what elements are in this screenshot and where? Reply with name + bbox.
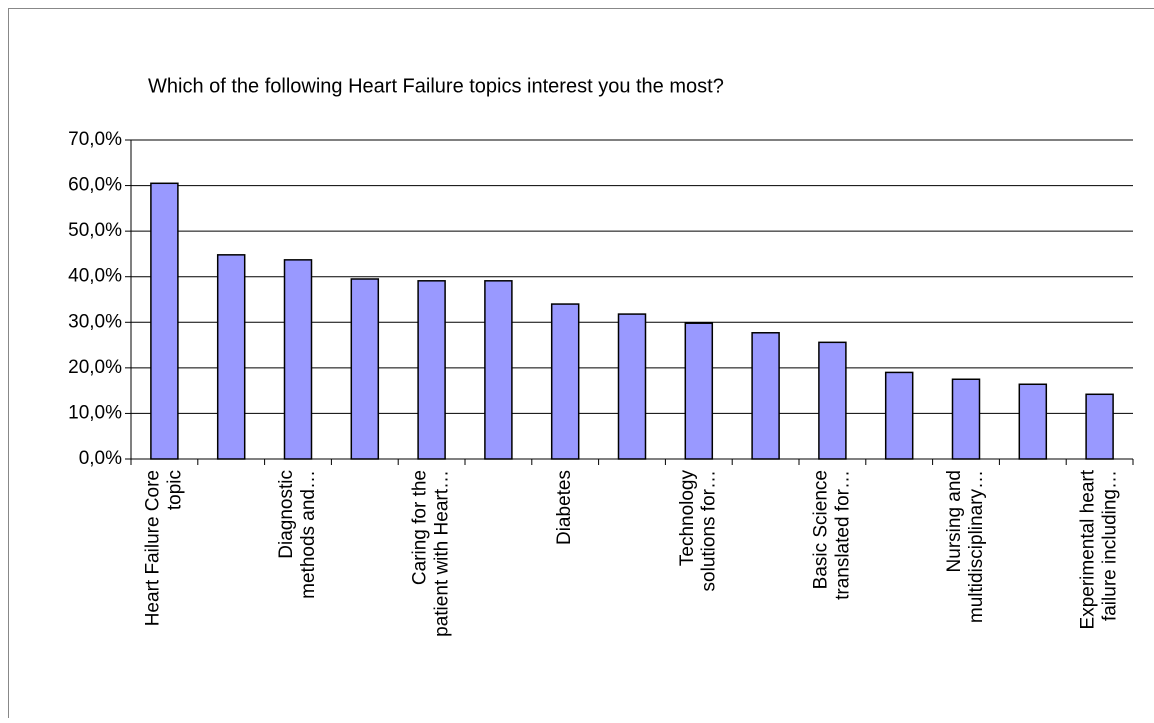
- bar: [218, 255, 245, 459]
- y-tick-label: 40,0%: [68, 266, 122, 287]
- y-tick-label: 60,0%: [68, 175, 122, 196]
- bar: [886, 372, 913, 459]
- bar: [485, 281, 512, 459]
- bar: [685, 323, 712, 459]
- x-tick-label: Diabetes: [554, 470, 575, 545]
- x-tick-label: Basic Sciencetranslated for…: [810, 470, 853, 600]
- bar: [1019, 384, 1046, 459]
- bar: [418, 281, 445, 459]
- y-tick-label: 30,0%: [68, 311, 122, 332]
- y-tick-label: 0,0%: [79, 448, 122, 469]
- y-tick-label: 70,0%: [68, 129, 122, 150]
- y-tick-label: 50,0%: [68, 220, 122, 241]
- bar: [285, 260, 312, 459]
- bar: [752, 333, 779, 459]
- bar: [151, 183, 178, 459]
- bar: [953, 379, 980, 459]
- bar: [552, 304, 579, 459]
- bar: [351, 279, 378, 459]
- bar: [619, 314, 646, 459]
- x-tick-label: Experimental heartfailure including…: [1078, 469, 1121, 629]
- chart-title: Which of the following Heart Failure top…: [148, 75, 724, 97]
- y-tick-label: 10,0%: [68, 402, 122, 423]
- y-tick-label: 20,0%: [68, 357, 122, 378]
- bar: [819, 342, 846, 459]
- bar: [1086, 394, 1113, 459]
